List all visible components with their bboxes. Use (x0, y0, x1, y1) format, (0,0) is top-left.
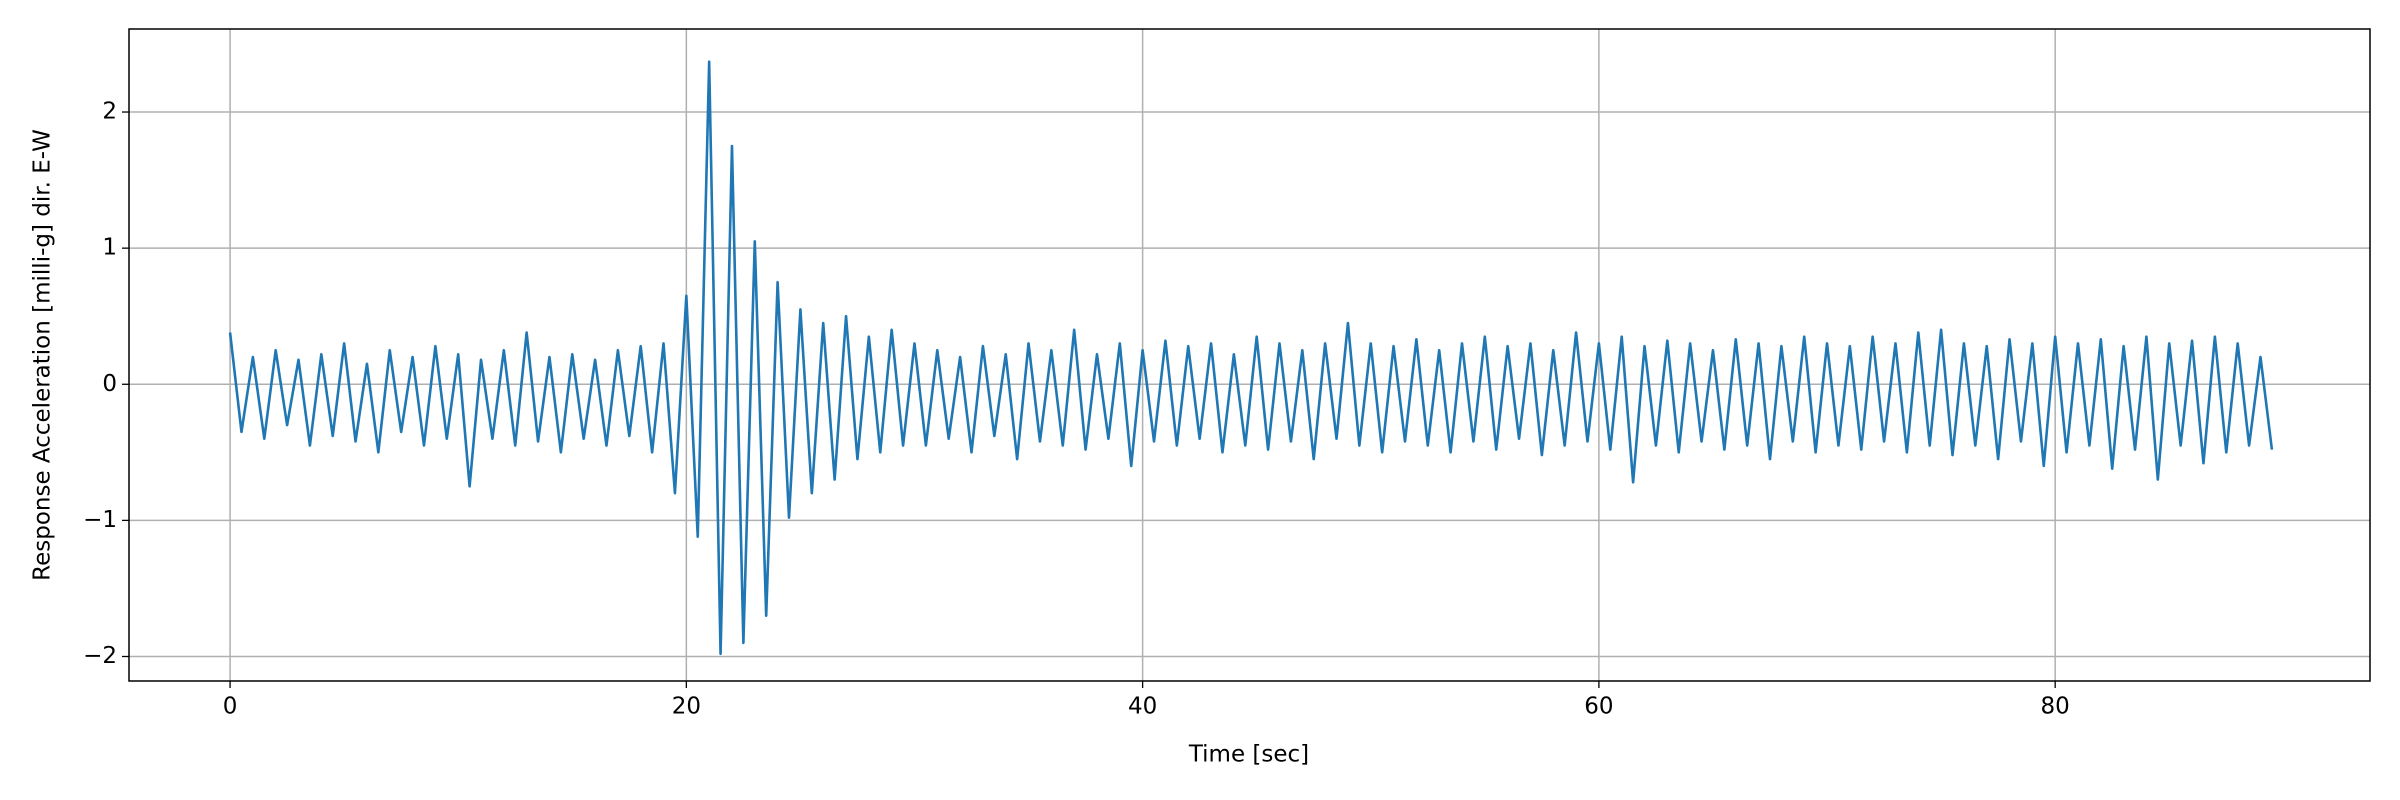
y-tick-label: 0 (102, 371, 117, 397)
x-tick-label: 0 (223, 694, 238, 720)
x-tick-label: 80 (2041, 694, 2070, 720)
plot-frame (128, 28, 2371, 682)
y-axis-label: Response Acceleration [milli-g] dir. E-W (30, 129, 56, 581)
x-tick-label: 40 (1128, 694, 1157, 720)
x-tick-label: 60 (1584, 694, 1613, 720)
x-axis-label: Time [sec] (1188, 742, 1309, 768)
y-tick-label: 2 (102, 99, 117, 125)
signal-line (228, 60, 2274, 656)
x-tick-label: 20 (672, 694, 701, 720)
y-tick-label: −2 (83, 643, 117, 669)
y-tick-label: 1 (102, 235, 117, 261)
y-tick-label: −1 (83, 507, 117, 533)
